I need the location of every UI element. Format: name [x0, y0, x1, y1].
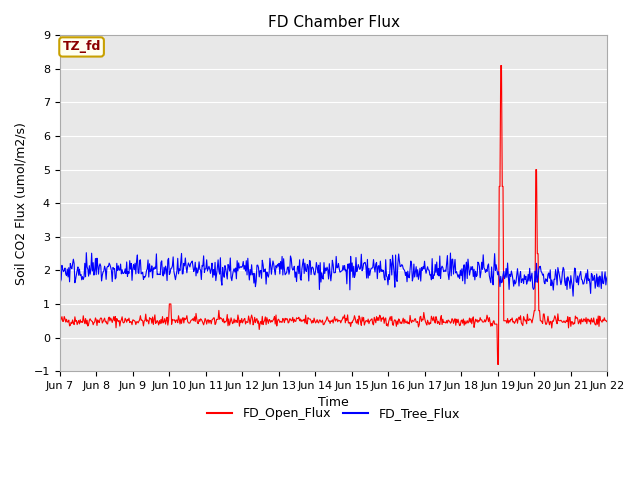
FD_Open_Flux	[494, 361, 502, 367]
FD_Open_Flux	[400, 321, 408, 326]
FD_Tree_Flux	[56, 265, 63, 271]
FD_Tree_Flux	[604, 273, 611, 279]
FD_Tree_Flux	[417, 278, 424, 284]
Line: FD_Open_Flux: FD_Open_Flux	[60, 66, 607, 364]
Text: TZ_fd: TZ_fd	[62, 40, 100, 53]
FD_Open_Flux	[178, 321, 186, 326]
FD_Open_Flux	[604, 318, 611, 324]
Title: FD Chamber Flux: FD Chamber Flux	[268, 15, 399, 30]
Legend: FD_Open_Flux, FD_Tree_Flux: FD_Open_Flux, FD_Tree_Flux	[202, 402, 465, 425]
FD_Open_Flux	[122, 317, 130, 323]
FD_Tree_Flux	[569, 293, 577, 299]
Line: FD_Tree_Flux: FD_Tree_Flux	[60, 252, 607, 296]
Y-axis label: Soil CO2 Flux (umol/m2/s): Soil CO2 Flux (umol/m2/s)	[15, 122, 28, 285]
FD_Tree_Flux	[83, 250, 90, 255]
FD_Tree_Flux	[179, 271, 186, 277]
FD_Tree_Flux	[401, 268, 408, 274]
FD_Tree_Flux	[123, 259, 131, 265]
X-axis label: Time: Time	[318, 396, 349, 409]
FD_Open_Flux	[207, 318, 214, 324]
FD_Open_Flux	[416, 314, 424, 320]
FD_Open_Flux	[66, 323, 74, 329]
FD_Tree_Flux	[66, 279, 74, 285]
FD_Tree_Flux	[207, 266, 215, 272]
FD_Open_Flux	[56, 316, 63, 322]
FD_Open_Flux	[497, 63, 504, 69]
